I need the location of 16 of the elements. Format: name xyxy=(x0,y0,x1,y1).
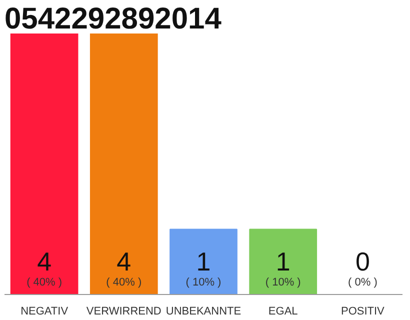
x-tick-label: UNBEKANNTE xyxy=(166,306,242,318)
x-tick-label: VERWIRREND xyxy=(86,306,162,318)
chart-title: 0542292892014 xyxy=(4,2,222,36)
annotation: ( 40% ) xyxy=(26,276,62,288)
annotation: ( 0% ) xyxy=(348,276,378,288)
data-label: 0 xyxy=(355,246,370,276)
annotation: ( 40% ) xyxy=(106,276,142,288)
data-label: 1 xyxy=(276,246,290,276)
annotation: ( 10% ) xyxy=(186,276,222,288)
data-label: 4 xyxy=(116,246,132,276)
x-tick-label: NEGATIV xyxy=(20,306,69,318)
data-label: 4 xyxy=(37,246,52,276)
annotation: ( 10% ) xyxy=(265,276,301,288)
x-tick-label: POSITIV xyxy=(341,306,386,318)
x-tick-label: EGAL xyxy=(268,306,298,318)
data-label: 1 xyxy=(196,246,211,276)
